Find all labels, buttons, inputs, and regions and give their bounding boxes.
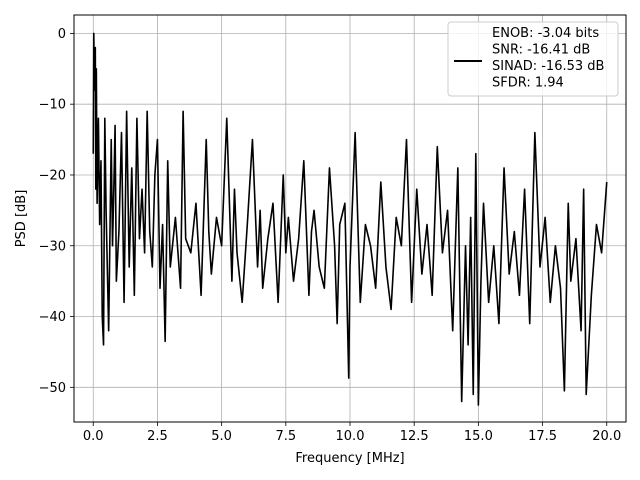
legend-entry-line: SFDR: 1.94 (492, 76, 564, 91)
legend-entry-line: ENOB: -3.04 bits (492, 26, 599, 41)
y-tick-label: 0 (58, 27, 66, 42)
y-tick-label: −10 (39, 98, 66, 113)
plot-data (92, 32, 608, 406)
y-axis-ticks: 0 −10 −20 −30 −40 −50 (39, 27, 74, 396)
y-tick-label: −40 (39, 310, 66, 325)
x-tick-label: 7.5 (275, 429, 296, 444)
x-tick-label: 17.5 (528, 429, 557, 444)
x-tick-label: 0.0 (83, 429, 104, 444)
legend-box (447, 21, 619, 97)
x-tick-label: 10.0 (336, 429, 365, 444)
x-tick-label: 15.0 (464, 429, 493, 444)
x-tick-label: 2.5 (147, 429, 168, 444)
y-tick-label: −30 (39, 239, 66, 254)
x-axis-label: Frequency [MHz] (295, 451, 404, 466)
y-axis-label: PSD [dB] (14, 190, 29, 248)
legend-entry-line: SNR: -16.41 dB (492, 43, 590, 58)
x-axis-ticks: 0.0 2.5 5.0 7.5 10.0 12.5 15.0 17.5 20.0 (83, 422, 621, 444)
y-tick-label: −50 (39, 381, 66, 396)
y-tick-label: −20 (39, 168, 66, 183)
x-tick-label: 5.0 (211, 429, 232, 444)
x-tick-label: 20.0 (592, 429, 621, 444)
legend-entry-line: SINAD: -16.53 dB (492, 59, 604, 74)
x-tick-label: 12.5 (400, 429, 429, 444)
psd-series-line (92, 32, 608, 406)
